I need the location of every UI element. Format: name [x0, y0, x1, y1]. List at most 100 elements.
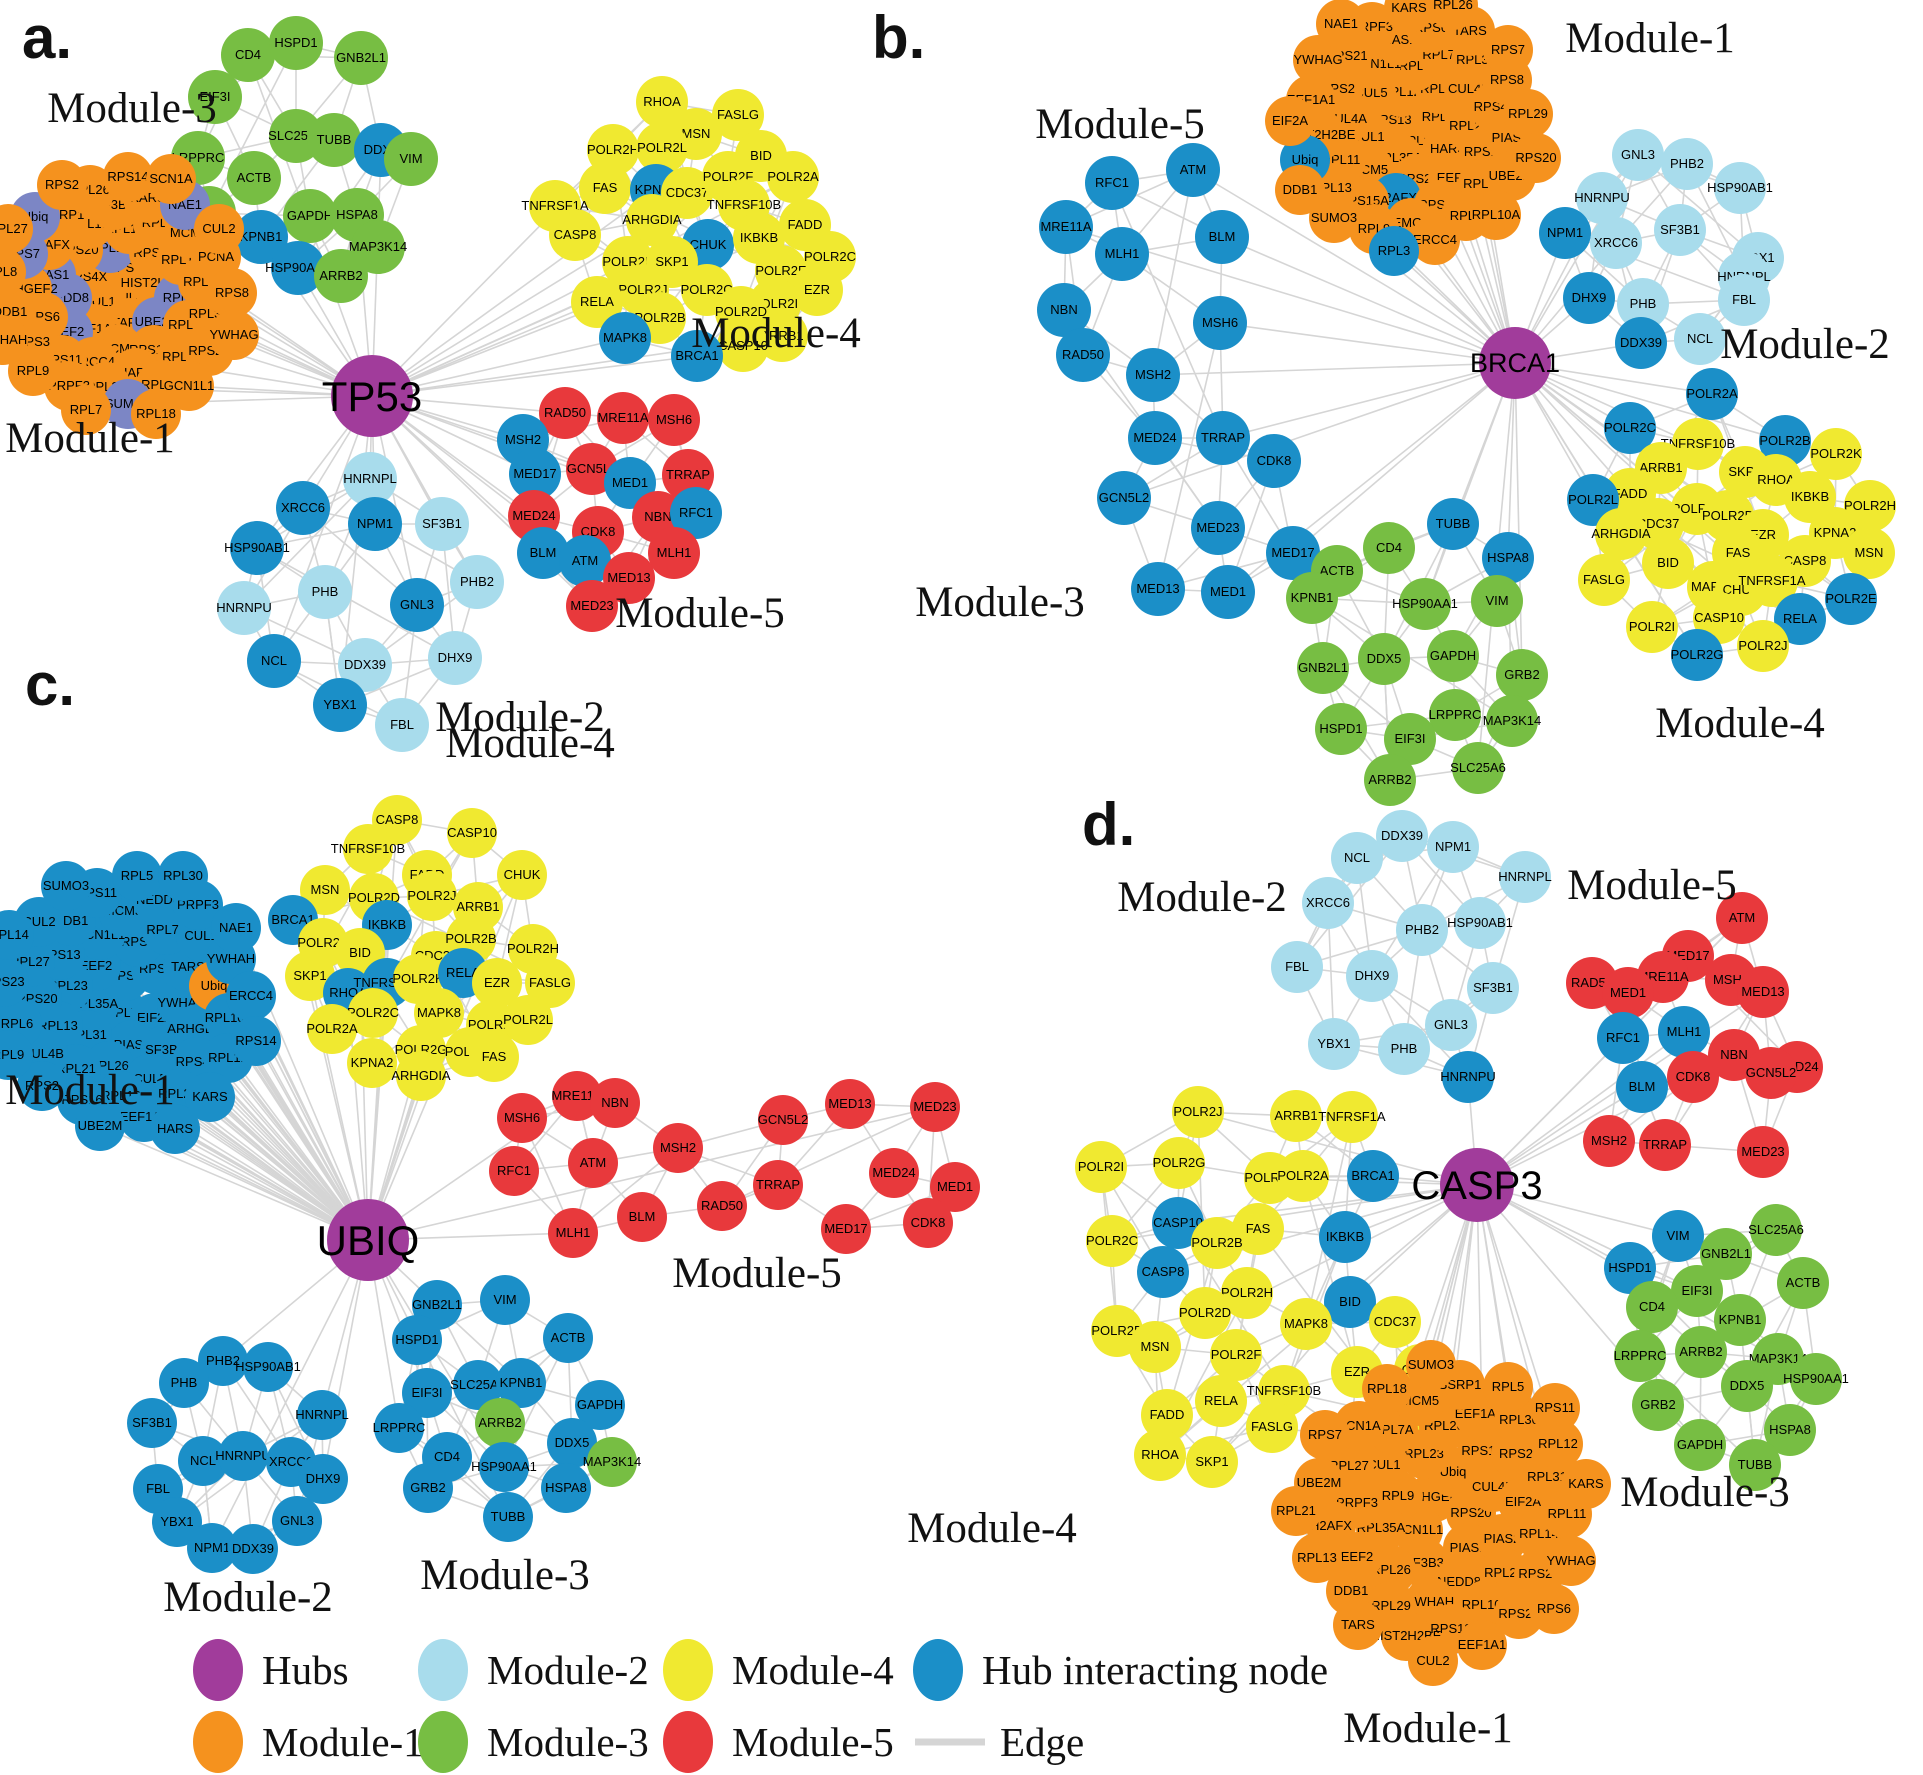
- module-label-d-2: Module-2: [1117, 874, 1287, 921]
- node-b-HNRNPU: HNRNPU: [1574, 172, 1630, 224]
- legend-label-module2: Module-2: [487, 1647, 649, 1693]
- node-c-MLH1: MLH1: [548, 1208, 598, 1258]
- node-circle: [185, 1072, 235, 1122]
- node-circle: [1085, 156, 1139, 210]
- node-circle: [1358, 633, 1410, 685]
- node-c-SF3B1: SF3B1: [127, 1398, 177, 1448]
- edge: [256, 547, 456, 659]
- node-label: MED17: [1271, 545, 1314, 560]
- node-label: RPS2: [45, 177, 79, 192]
- node-circle: [1265, 96, 1315, 146]
- node-label: PHB: [312, 584, 339, 599]
- node-label: TUBB: [317, 132, 352, 147]
- node-circle: [297, 1390, 347, 1440]
- node-a-BRCA1: BRCA1: [671, 330, 723, 382]
- node-b-RPS20: RPS20: [1511, 133, 1561, 183]
- node-label: RPS14: [235, 1033, 276, 1048]
- node-label: POLR2J: [407, 888, 456, 903]
- node-label: IKBKB: [740, 230, 778, 245]
- node-a-DHX9: DHX9: [428, 631, 482, 685]
- node-label: MED13: [828, 1096, 871, 1111]
- node-label: POLR2H: [1221, 1285, 1273, 1300]
- node-c-GRB2: GRB2: [403, 1463, 453, 1513]
- node-label: MSH6: [504, 1110, 540, 1125]
- node-label: MED23: [1196, 520, 1239, 535]
- node-d-LRPPRC: LRPPRC: [1614, 1330, 1666, 1382]
- node-circle: [17, 1061, 67, 1111]
- node-d-GRB2: GRB2: [1632, 1379, 1684, 1431]
- node-label: RPL7: [70, 402, 103, 417]
- node-c-EZR: EZR: [472, 958, 522, 1008]
- node-circle: [152, 1497, 202, 1547]
- node-label: KPNA2: [351, 1055, 394, 1070]
- node-c-RPS14: RPS14: [231, 1016, 281, 1066]
- node-circle: [1496, 649, 1548, 701]
- node-circle: [307, 1004, 357, 1054]
- node-label: POLR2L: [637, 140, 687, 155]
- node-label: HSPA8: [1487, 550, 1529, 565]
- node-label: RPL26: [1433, 0, 1473, 12]
- node-d-MED13: MED13: [1737, 966, 1789, 1018]
- node-label: RPL6: [1, 1016, 34, 1031]
- node-b-DDB1: DDB1: [1275, 165, 1325, 215]
- node-label: MLH1: [657, 545, 692, 560]
- node-circle: [1369, 226, 1419, 276]
- node-label: DDB1: [1283, 182, 1318, 197]
- node-circle: [158, 851, 208, 901]
- node-c-HARS: HARS: [150, 1104, 200, 1154]
- node-c-DDX5: DDX5: [547, 1418, 597, 1468]
- node-circle: [636, 122, 688, 174]
- node-d-YWHAG: YWHAG: [1546, 1536, 1596, 1586]
- node-label: HSPD1: [1319, 721, 1362, 736]
- panel-c: CASP8CASP10TNFRSF10BFADDCHUKMSNPOLR2DPOL…: [0, 795, 980, 1574]
- node-label: RFC1: [497, 1163, 531, 1178]
- node-c-LRPPRC: LRPPRC: [373, 1403, 425, 1453]
- node-label: FBL: [1285, 959, 1309, 974]
- node-d-GCN5L2: GCN5L2: [1745, 1047, 1797, 1099]
- node-label: GAPDH: [1430, 648, 1476, 663]
- node-label: SKP1: [1195, 1454, 1228, 1469]
- node-circle: [384, 132, 438, 186]
- node-label: BLM: [530, 545, 557, 560]
- node-a-ARHGDIA: ARHGDIA: [622, 194, 682, 246]
- node-label: NAE1: [1324, 16, 1358, 31]
- node-label: GCN5L2: [758, 1112, 809, 1127]
- node-circle: [767, 151, 819, 203]
- node-label: RHOA: [1757, 472, 1795, 487]
- node-b-RPL26: RPL26: [1428, 0, 1478, 30]
- node-b-MLH1: MLH1: [1095, 227, 1149, 281]
- panel-letter-d: d.: [1082, 791, 1135, 858]
- node-circle: [1590, 217, 1642, 269]
- hub-edge: [1222, 362, 1516, 439]
- node-circle: [489, 1146, 539, 1196]
- legend: Hubs Module-2 Module-4 Hub interacting n…: [193, 1639, 1328, 1773]
- node-label: DDX5: [555, 1435, 590, 1450]
- node-d-RELA: RELA: [1195, 1375, 1247, 1427]
- node-b-POLR2I: POLR2I: [1626, 601, 1678, 653]
- node-label: NBN: [1050, 302, 1077, 317]
- node-d-DDX5: DDX5: [1721, 1360, 1773, 1412]
- node-circle: [127, 1398, 177, 1448]
- node-a-BLM: BLM: [517, 527, 569, 579]
- node-label: HSP90AA1: [1392, 596, 1458, 611]
- node-circle: [480, 1275, 530, 1325]
- node-label: GCN1L1: [164, 378, 215, 393]
- node-b-RPS7: RPS7: [1483, 25, 1533, 75]
- node-circle: [571, 276, 623, 328]
- node-b-POLR2E: POLR2E: [1825, 573, 1877, 625]
- node-circle: [509, 448, 561, 500]
- node-circle: [1578, 554, 1630, 606]
- node-label: KARS: [1391, 0, 1427, 15]
- node-c-MED24: MED24: [869, 1148, 919, 1198]
- node-label: GRB2: [1504, 667, 1539, 682]
- node-c-GCN5L2: GCN5L2: [758, 1095, 809, 1145]
- node-circle: [1714, 162, 1766, 214]
- node-label: HSPA8: [336, 207, 378, 222]
- node-label: FASLG: [529, 975, 571, 990]
- hub-edge: [1221, 236, 1516, 364]
- node-circle: [228, 1524, 278, 1574]
- node-label: FASLG: [1583, 572, 1625, 587]
- node-a-RPL9: RPL9: [8, 346, 58, 396]
- node-a-FASLG: FASLG: [712, 89, 764, 141]
- node-circle: [497, 850, 547, 900]
